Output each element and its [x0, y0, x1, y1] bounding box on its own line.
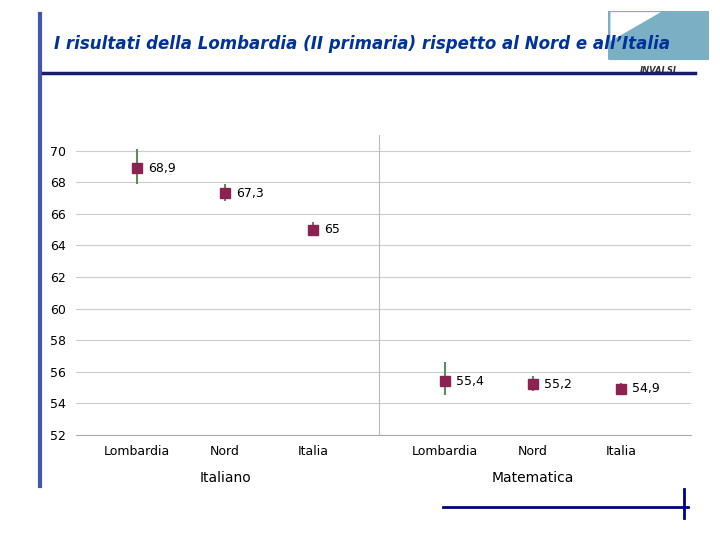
Text: I risultati della Lombardia (II primaria) rispetto al Nord e all’Italia: I risultati della Lombardia (II primaria…	[54, 35, 670, 53]
Text: 54,9: 54,9	[632, 382, 660, 395]
Text: INVALSI: INVALSI	[640, 66, 678, 75]
Polygon shape	[611, 12, 661, 41]
Text: Italiano: Italiano	[199, 471, 251, 485]
Text: 67,3: 67,3	[237, 187, 264, 200]
Text: 55,2: 55,2	[544, 377, 572, 391]
Text: 65: 65	[325, 223, 341, 236]
Text: 55,4: 55,4	[456, 375, 485, 388]
FancyBboxPatch shape	[608, 10, 710, 60]
Text: Matematica: Matematica	[492, 471, 574, 485]
Text: 68,9: 68,9	[148, 161, 176, 174]
